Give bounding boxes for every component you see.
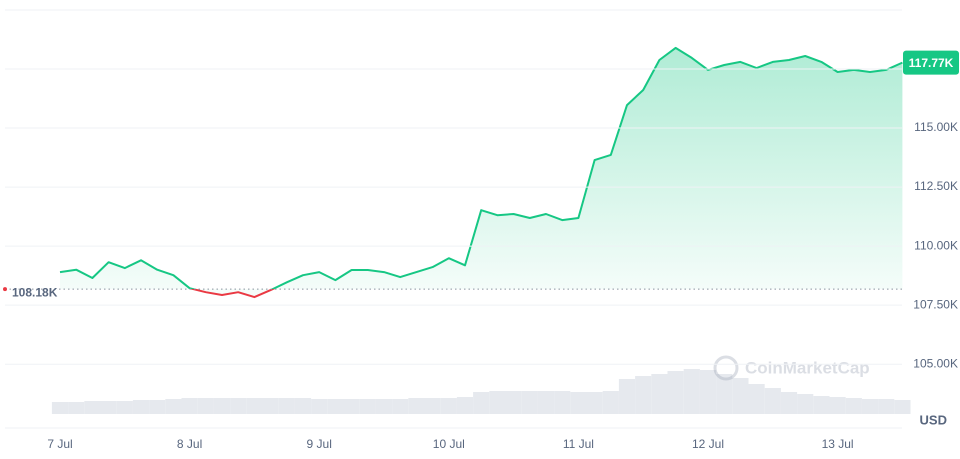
volume-bar <box>359 399 376 414</box>
volume-bar <box>424 398 441 414</box>
volume-bar <box>343 399 360 414</box>
volume-bar <box>829 397 846 414</box>
x-tick-label: 9 Jul <box>307 437 332 451</box>
volume-bar <box>878 399 895 414</box>
y-tick-label: 115.00K <box>914 120 958 134</box>
volume-bar <box>764 388 781 414</box>
watermark-text: CoinMarketCap <box>745 358 870 377</box>
volume-bar <box>68 402 85 414</box>
volume-bar <box>51 402 69 414</box>
volume-bar <box>375 399 393 414</box>
volume-bar <box>602 391 619 414</box>
volume-bar <box>489 391 506 414</box>
volume-bar <box>813 396 830 414</box>
volume-bar <box>748 384 765 414</box>
x-tick-label: 7 Jul <box>47 437 72 451</box>
y-tick-label: 110.00K <box>914 238 958 252</box>
volume-bar <box>635 376 652 414</box>
volume-bar <box>651 374 668 414</box>
volume-bar <box>278 398 295 414</box>
volume-bar <box>861 399 879 414</box>
volume-bar <box>197 398 214 414</box>
y-tick-label: 105.00K <box>913 356 958 370</box>
volume-bar <box>797 394 814 414</box>
volume-bar <box>311 399 328 414</box>
volume-bar <box>327 399 344 414</box>
volume-bar <box>845 398 862 414</box>
watermark: CoinMarketCap <box>713 355 870 381</box>
x-tick-label: 12 Jul <box>692 437 724 451</box>
price-line <box>59 46 903 299</box>
volume-bar <box>456 397 474 414</box>
x-tick-label: 10 Jul <box>433 437 465 451</box>
volume-bar <box>181 398 198 414</box>
volume-bar <box>570 392 587 414</box>
volume-bar <box>230 398 247 414</box>
volume-bar <box>132 400 150 414</box>
volume-bar <box>716 374 733 414</box>
volume-bar <box>149 400 166 414</box>
volume-bar <box>505 391 522 414</box>
x-tick-label: 11 Jul <box>563 437 594 451</box>
volume-bar <box>165 399 182 414</box>
baseline-label: 108.18K <box>12 285 58 299</box>
volume-bar <box>586 392 603 414</box>
volume-bar <box>294 398 312 414</box>
volume-bar <box>213 398 231 414</box>
volume-bar <box>699 370 717 414</box>
volume-bar <box>100 401 117 414</box>
volume-bar <box>554 391 571 414</box>
volume-bar <box>780 392 798 414</box>
volume-bar <box>473 392 490 414</box>
x-tick-label: 8 Jul <box>177 437 202 451</box>
volume-bar <box>667 371 684 414</box>
volume-bar <box>262 398 279 414</box>
volume-bar <box>521 391 538 414</box>
y-tick-label: 112.50K <box>914 179 958 193</box>
volume-bar <box>116 401 133 414</box>
current-price-badge <box>903 50 959 75</box>
volume-bar <box>732 378 749 414</box>
volume-bar <box>894 400 911 414</box>
volume-bar <box>683 369 700 414</box>
current-price-label: 117.77K <box>909 56 954 70</box>
volume-bar <box>84 401 101 414</box>
volume-bar <box>408 398 425 414</box>
volume-bar <box>392 399 409 414</box>
volume-bar <box>246 398 263 414</box>
x-tick-label: 13 Jul <box>822 437 854 451</box>
y-tick-label: 107.50K <box>913 297 958 311</box>
volume-bar <box>618 379 636 414</box>
currency-label: USD <box>920 412 947 427</box>
volume-bar <box>440 398 457 414</box>
baseline-dot <box>3 287 7 292</box>
price-area <box>60 47 903 298</box>
volume-bar <box>537 391 555 414</box>
watermark-logo <box>713 355 739 381</box>
